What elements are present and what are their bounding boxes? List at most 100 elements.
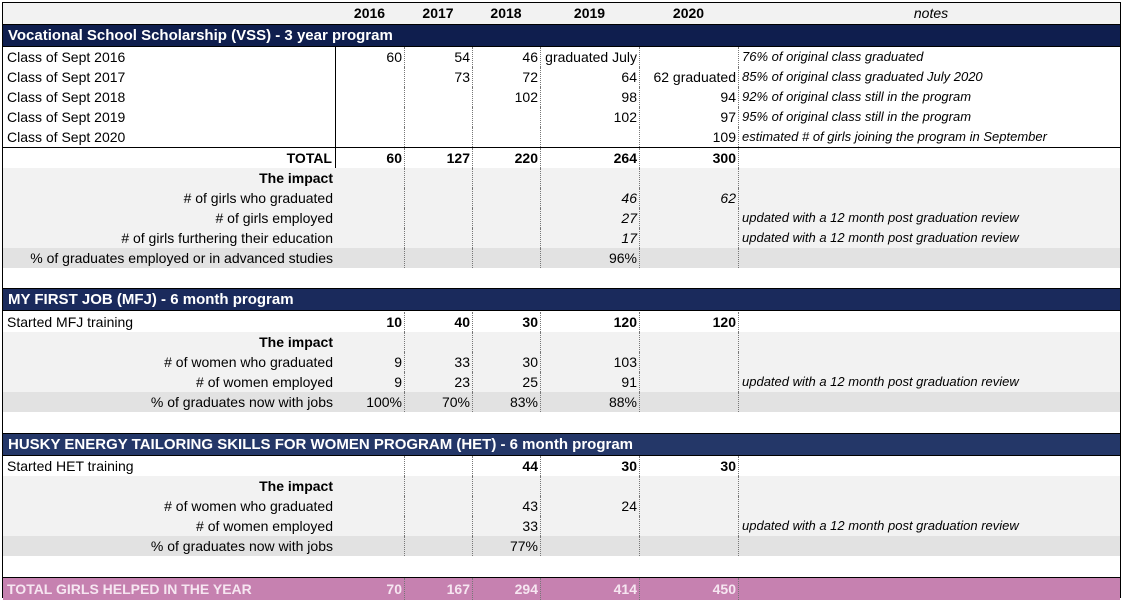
value-cell[interactable]: 30 xyxy=(541,456,640,476)
value-cell[interactable] xyxy=(640,496,739,516)
value-cell[interactable] xyxy=(405,456,473,476)
note-cell[interactable] xyxy=(739,536,1120,556)
note-cell[interactable] xyxy=(739,456,1120,476)
value-cell[interactable] xyxy=(405,107,473,127)
value-cell[interactable]: 102 xyxy=(541,107,640,127)
value-cell[interactable] xyxy=(473,168,541,188)
note-cell[interactable]: 85% of original class graduated July 202… xyxy=(742,69,983,84)
value-cell[interactable] xyxy=(336,87,405,107)
value-cell[interactable] xyxy=(336,67,405,87)
value-cell[interactable] xyxy=(336,476,405,496)
value-cell[interactable]: 220 xyxy=(473,148,541,168)
value-cell[interactable] xyxy=(541,516,640,536)
value-cell[interactable]: 60 xyxy=(336,148,405,168)
value-cell[interactable] xyxy=(640,516,739,536)
row-label[interactable]: % of graduates now with jobs xyxy=(150,538,333,554)
value-cell[interactable] xyxy=(336,536,405,556)
value-cell[interactable]: 127 xyxy=(405,148,473,168)
year-header[interactable]: 2019 xyxy=(573,5,606,21)
value-cell[interactable]: 94 xyxy=(640,87,739,107)
row-label[interactable]: TOTAL GIRLS HELPED IN THE YEAR xyxy=(7,581,252,597)
value-cell[interactable]: 450 xyxy=(640,578,739,600)
row-label[interactable]: Class of Sept 2018 xyxy=(3,87,336,107)
row-label[interactable]: Class of Sept 2017 xyxy=(3,67,336,87)
value-cell[interactable]: 414 xyxy=(541,578,640,600)
value-cell[interactable]: 64 xyxy=(541,67,640,87)
value-cell[interactable]: 73 xyxy=(405,67,473,87)
value-cell[interactable] xyxy=(541,536,640,556)
row-label[interactable]: # of girls employed xyxy=(215,210,333,226)
value-cell[interactable] xyxy=(405,248,473,268)
value-cell[interactable] xyxy=(473,107,541,127)
note-cell[interactable]: 76% of original class graduated xyxy=(742,49,924,64)
value-cell[interactable] xyxy=(541,168,640,188)
value-cell[interactable]: 46 xyxy=(473,47,541,67)
value-cell[interactable] xyxy=(405,127,473,147)
note-cell[interactable] xyxy=(739,148,1120,168)
value-cell[interactable]: 17 xyxy=(541,228,640,248)
value-cell[interactable] xyxy=(336,168,405,188)
value-cell[interactable]: 33 xyxy=(473,516,541,536)
value-cell[interactable] xyxy=(336,208,405,228)
row-label[interactable]: The impact xyxy=(259,334,333,350)
value-cell[interactable]: 103 xyxy=(541,352,640,372)
value-cell[interactable]: 83% xyxy=(473,392,541,412)
note-cell[interactable]: 95% of original class still in the progr… xyxy=(742,109,972,124)
year-header[interactable]: 2017 xyxy=(422,5,454,21)
value-cell[interactable]: 27 xyxy=(541,208,640,228)
value-cell[interactable] xyxy=(405,536,473,556)
row-label[interactable]: Started HET training xyxy=(7,458,134,474)
row-label[interactable]: The impact xyxy=(259,478,333,494)
row-label[interactable]: # of girls furthering their education xyxy=(121,230,333,246)
value-cell[interactable] xyxy=(336,188,405,208)
year-header[interactable]: 2020 xyxy=(672,5,705,21)
row-label[interactable]: Class of Sept 2016 xyxy=(3,47,336,67)
value-cell[interactable] xyxy=(473,208,541,228)
row-label[interactable]: # of women employed xyxy=(196,518,333,534)
value-cell[interactable] xyxy=(640,372,739,392)
value-cell[interactable] xyxy=(640,248,739,268)
row-label[interactable]: Started MFJ training xyxy=(7,314,134,330)
value-cell[interactable] xyxy=(405,476,473,496)
value-cell[interactable]: 167 xyxy=(405,578,473,600)
value-cell[interactable]: 97 xyxy=(640,107,739,127)
value-cell[interactable] xyxy=(405,496,473,516)
value-cell[interactable] xyxy=(336,516,405,536)
year-header[interactable]: 2018 xyxy=(490,5,522,21)
value-cell[interactable] xyxy=(473,476,541,496)
mfj-section-title[interactable]: MY FIRST JOB (MFJ) - 6 month program xyxy=(3,288,1120,311)
row-label[interactable]: TOTAL xyxy=(3,148,336,168)
note-cell[interactable] xyxy=(739,188,1120,208)
value-cell[interactable]: 23 xyxy=(405,372,473,392)
value-cell[interactable]: 72 xyxy=(473,67,541,87)
row-label[interactable]: # of women employed xyxy=(196,374,333,390)
value-cell[interactable]: 33 xyxy=(405,352,473,372)
row-label[interactable]: Class of Sept 2020 xyxy=(3,127,336,147)
row-label[interactable]: Class of Sept 2019 xyxy=(3,107,336,127)
value-cell[interactable]: 24 xyxy=(541,496,640,516)
value-cell[interactable] xyxy=(405,208,473,228)
value-cell[interactable] xyxy=(541,127,640,147)
value-cell[interactable]: 102 xyxy=(473,87,541,107)
value-cell[interactable] xyxy=(336,127,405,147)
value-cell[interactable] xyxy=(405,228,473,248)
notes-header[interactable]: notes xyxy=(913,5,949,21)
value-cell[interactable]: 70 xyxy=(336,578,405,600)
value-cell[interactable] xyxy=(640,536,739,556)
value-cell[interactable] xyxy=(640,208,739,228)
value-cell[interactable]: 9 xyxy=(336,352,405,372)
value-cell[interactable]: graduated July xyxy=(541,47,640,67)
value-cell[interactable] xyxy=(405,516,473,536)
value-cell[interactable]: 120 xyxy=(640,312,739,332)
vss-section-title[interactable]: Vocational School Scholarship (VSS) - 3 … xyxy=(3,24,1120,47)
row-label[interactable]: # of women who graduated xyxy=(164,498,333,514)
value-cell[interactable]: 70% xyxy=(405,392,473,412)
value-cell[interactable]: 60 xyxy=(336,47,405,67)
value-cell[interactable]: 9 xyxy=(336,372,405,392)
value-cell[interactable] xyxy=(336,228,405,248)
value-cell[interactable]: 91 xyxy=(541,372,640,392)
note-cell[interactable] xyxy=(739,332,1120,352)
value-cell[interactable] xyxy=(541,332,640,352)
note-cell[interactable] xyxy=(739,496,1120,516)
value-cell[interactable] xyxy=(640,47,739,67)
